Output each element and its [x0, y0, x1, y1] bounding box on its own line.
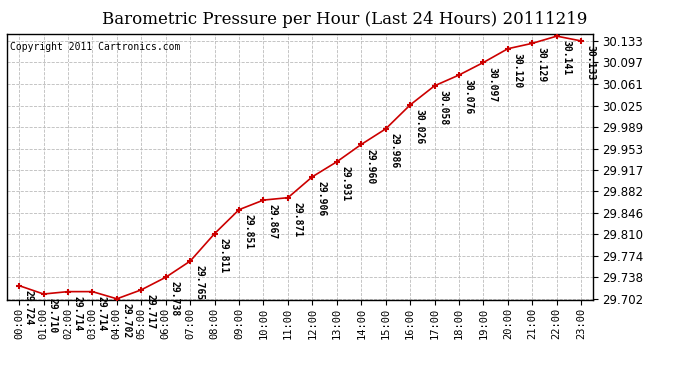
Text: 30.129: 30.129: [536, 48, 546, 83]
Text: 29.724: 29.724: [23, 290, 33, 325]
Text: 29.738: 29.738: [170, 281, 180, 316]
Text: 29.714: 29.714: [97, 296, 106, 331]
Text: 30.026: 30.026: [414, 109, 424, 144]
Text: 29.702: 29.702: [121, 303, 131, 338]
Text: 30.141: 30.141: [561, 40, 571, 75]
Text: Barometric Pressure per Hour (Last 24 Hours) 20111219: Barometric Pressure per Hour (Last 24 Ho…: [102, 11, 588, 28]
Text: 29.710: 29.710: [48, 298, 58, 333]
Text: 29.871: 29.871: [292, 202, 302, 237]
Text: 30.133: 30.133: [585, 45, 595, 80]
Text: 29.717: 29.717: [146, 294, 155, 329]
Text: 29.765: 29.765: [195, 265, 204, 300]
Text: 29.867: 29.867: [268, 204, 277, 240]
Text: 29.931: 29.931: [341, 166, 351, 201]
Text: 30.097: 30.097: [488, 67, 497, 102]
Text: 29.906: 29.906: [317, 181, 326, 216]
Text: 29.714: 29.714: [72, 296, 82, 331]
Text: 29.960: 29.960: [366, 148, 375, 184]
Text: 29.986: 29.986: [390, 133, 400, 168]
Text: 30.076: 30.076: [463, 79, 473, 114]
Text: 29.851: 29.851: [243, 214, 253, 249]
Text: 30.120: 30.120: [512, 53, 522, 88]
Text: 30.058: 30.058: [439, 90, 449, 125]
Text: Copyright 2011 Cartronics.com: Copyright 2011 Cartronics.com: [10, 42, 180, 52]
Text: 29.811: 29.811: [219, 238, 229, 273]
